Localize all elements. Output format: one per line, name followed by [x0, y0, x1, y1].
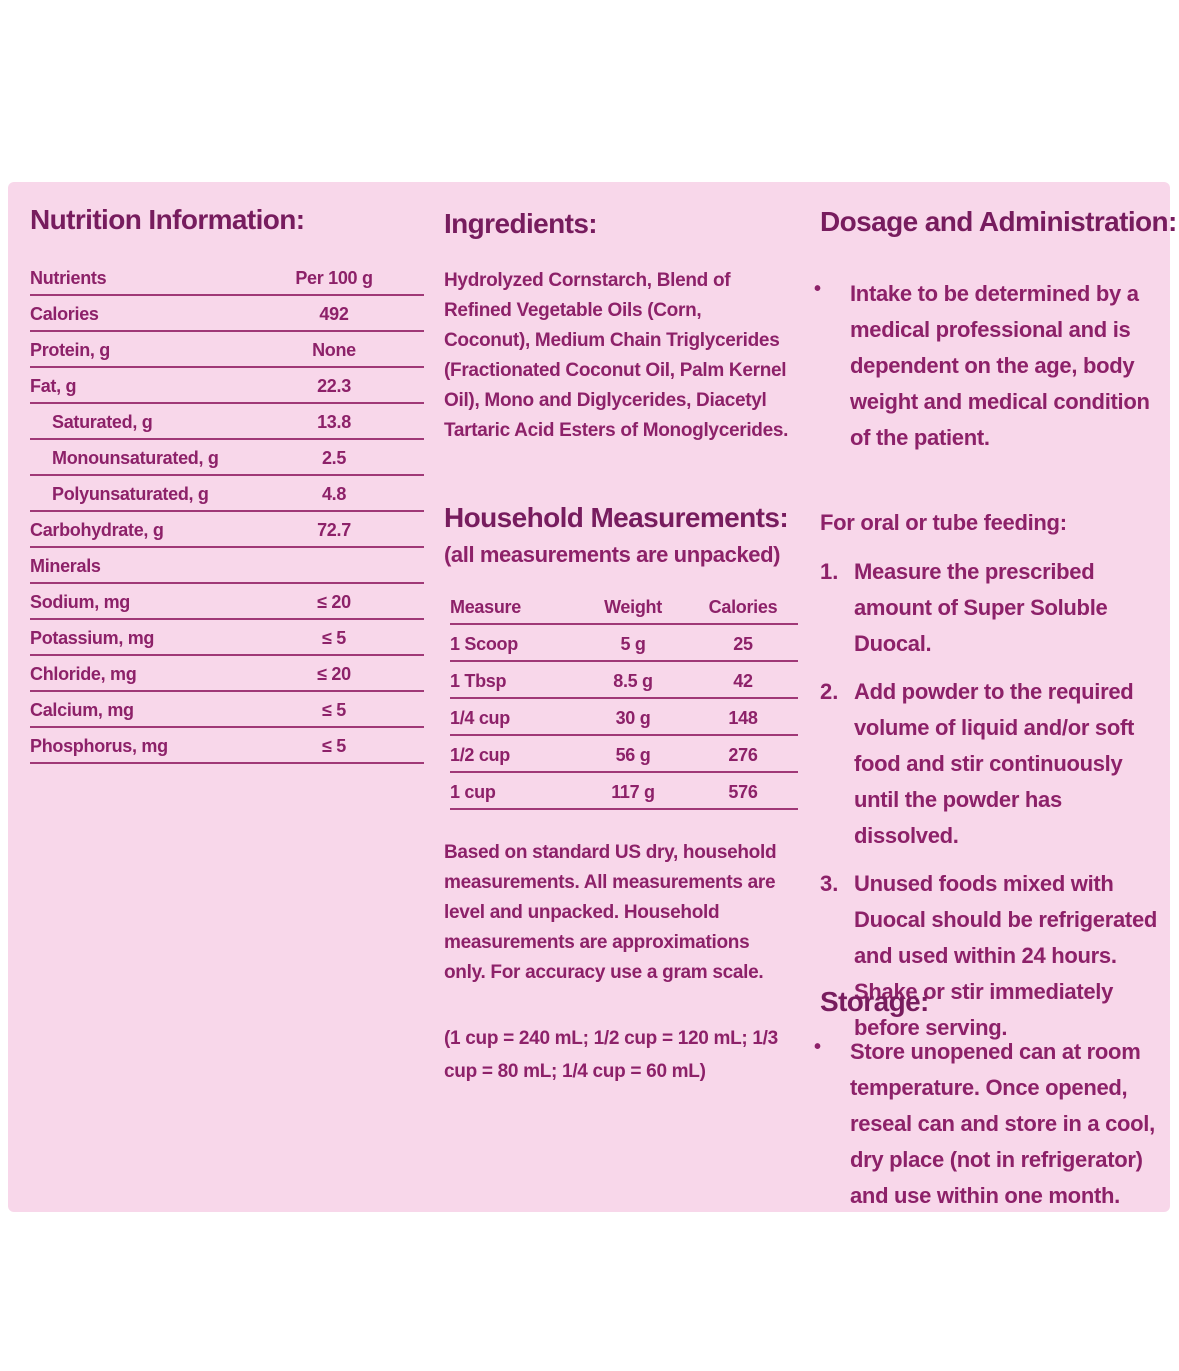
- weight-cell: 56 g: [615, 745, 651, 765]
- table-row: 1 Scoop 5 g 25: [450, 625, 798, 662]
- table-row: 1 Tbsp 8.5 g 42: [450, 662, 798, 699]
- table-row: Phosphorus, mg ≤ 5: [30, 728, 424, 764]
- step-number: 2.: [820, 679, 839, 704]
- table-row: Monounsaturated, g 2.5: [30, 440, 424, 476]
- nutrients-header: Nutrients: [30, 268, 107, 288]
- table-row: 1 cup 117 g 576: [450, 773, 798, 810]
- ingredients-text: Hydrolyzed Cornstarch, Blend of Refined …: [444, 270, 789, 441]
- feeding-steps-list: 1. Measure the prescribed amount of Supe…: [820, 554, 1170, 1058]
- row-label: Carbohydrate, g: [30, 520, 164, 540]
- dosage-title: Dosage and Administration:: [820, 206, 1177, 237]
- table-row: Chloride, mg ≤ 20: [30, 656, 424, 692]
- row-label: Sodium, mg: [30, 592, 130, 612]
- row-value: ≤ 20: [317, 592, 351, 612]
- row-label: Calcium, mg: [30, 700, 134, 720]
- row-label: Polyunsaturated, g: [52, 484, 209, 504]
- calories-cell: 148: [728, 708, 758, 728]
- per-100g-header: Per 100 g: [295, 268, 373, 288]
- table-row: Potassium, mg ≤ 5: [30, 620, 424, 656]
- row-label: Monounsaturated, g: [52, 448, 219, 468]
- step-text: Unused foods mixed with Duocal should be…: [854, 871, 1158, 1040]
- row-value: 72.7: [317, 520, 351, 540]
- household-note: Based on standard US dry, household meas…: [444, 842, 777, 983]
- bullet-icon: •: [814, 278, 822, 300]
- row-value: 13.8: [317, 412, 351, 432]
- weight-cell: 117 g: [611, 782, 655, 802]
- weight-header: Weight: [604, 597, 662, 617]
- table-row: Calcium, mg ≤ 5: [30, 692, 424, 728]
- table-row: Fat, g 22.3: [30, 368, 424, 404]
- step-number: 3.: [820, 871, 839, 896]
- household-header-row: Measure Weight Calories: [450, 588, 798, 625]
- table-row: Protein, g None: [30, 332, 424, 368]
- table-row: Polyunsaturated, g 4.8: [30, 476, 424, 512]
- row-value: None: [312, 340, 356, 360]
- measure-cell: 1 Tbsp: [450, 671, 507, 691]
- measure-cell: 1/4 cup: [450, 708, 510, 728]
- calories-cell: 25: [733, 634, 753, 654]
- row-label: Potassium, mg: [30, 628, 155, 648]
- household-table: Measure Weight Calories 1 Scoop 5 g 25 1…: [450, 588, 798, 810]
- table-row: 1/2 cup 56 g 276: [450, 736, 798, 773]
- dosage-bullet-text: Intake to be determined by a medical pro…: [850, 281, 1150, 450]
- dosage-bullet-item: • Intake to be determined by a medical p…: [814, 276, 1170, 456]
- row-label: Protein, g: [30, 340, 111, 360]
- row-value: ≤ 5: [322, 628, 346, 648]
- step-text: Measure the prescribed amount of Super S…: [854, 559, 1108, 656]
- list-item: 3. Unused foods mixed with Duocal should…: [820, 866, 1170, 1046]
- weight-cell: 30 g: [615, 708, 651, 728]
- nutrition-table: Nutrients Per 100 g Calories 492 Protein…: [30, 260, 424, 764]
- row-label: Chloride, mg: [30, 664, 137, 684]
- ingredients-column: Ingredients: Hydrolyzed Cornstarch, Blen…: [442, 182, 800, 1212]
- measure-cell: 1 cup: [450, 782, 496, 802]
- measure-cell: 1/2 cup: [450, 745, 510, 765]
- nutrition-title: Nutrition Information:: [30, 204, 305, 235]
- row-value: 4.8: [321, 484, 347, 504]
- row-label: Phosphorus, mg: [30, 736, 168, 756]
- storage-bullet-text: Store unopened can at room temperature. …: [850, 1039, 1155, 1208]
- calories-cell: 576: [728, 782, 758, 802]
- row-value: 492: [319, 304, 349, 324]
- row-value: ≤ 20: [317, 664, 351, 684]
- calories-cell: 276: [728, 745, 758, 765]
- nutrition-header-row: Nutrients Per 100 g: [30, 260, 424, 296]
- calories-cell: 42: [733, 671, 753, 691]
- row-value: [274, 577, 394, 582]
- row-value: ≤ 5: [322, 700, 346, 720]
- list-item: 1. Measure the prescribed amount of Supe…: [820, 554, 1170, 662]
- list-item: 2. Add powder to the required volume of …: [820, 674, 1170, 854]
- weight-cell: 8.5 g: [613, 671, 653, 691]
- step-text: Add powder to the required volume of liq…: [854, 679, 1135, 848]
- table-row: Calories 492: [30, 296, 424, 332]
- row-label: Calories: [30, 304, 99, 324]
- household-measurements-subtitle: (all measurements are unpacked): [444, 542, 781, 567]
- table-row: Sodium, mg ≤ 20: [30, 584, 424, 620]
- row-label: Minerals: [30, 556, 101, 576]
- nutrition-column: Nutrition Information: Nutrients Per 100…: [22, 182, 424, 1212]
- row-label: Saturated, g: [52, 412, 153, 432]
- storage-bullet-item: • Store unopened can at room temperature…: [814, 1034, 1170, 1214]
- dosage-column: Dosage and Administration: • Intake to b…: [814, 182, 1177, 1214]
- table-row: Minerals: [30, 548, 424, 584]
- storage-title: Storage:: [820, 986, 929, 1017]
- cup-equivalents-note: (1 cup = 240 mL; 1/2 cup = 120 mL; 1/3 c…: [444, 1028, 778, 1082]
- table-row: Saturated, g 13.8: [30, 404, 424, 440]
- row-value: ≤ 5: [322, 736, 346, 756]
- bullet-icon: •: [814, 1036, 822, 1058]
- weight-cell: 5 g: [620, 634, 646, 654]
- household-measurements-title: Household Measurements:: [444, 502, 789, 533]
- measure-cell: 1 Scoop: [450, 634, 518, 654]
- step-number: 1.: [820, 559, 839, 584]
- calories-header: Calories: [708, 597, 778, 617]
- row-label: Fat, g: [30, 376, 77, 396]
- table-row: Carbohydrate, g 72.7: [30, 512, 424, 548]
- nutrition-label-panel: Nutrition Information: Nutrients Per 100…: [8, 182, 1177, 1214]
- row-value: 22.3: [317, 376, 351, 396]
- feeding-heading: For oral or tube feeding:: [820, 510, 1067, 535]
- table-row: 1/4 cup 30 g 148: [450, 699, 798, 736]
- measure-header: Measure: [450, 597, 521, 617]
- row-value: 2.5: [321, 448, 347, 468]
- ingredients-title: Ingredients:: [444, 208, 598, 239]
